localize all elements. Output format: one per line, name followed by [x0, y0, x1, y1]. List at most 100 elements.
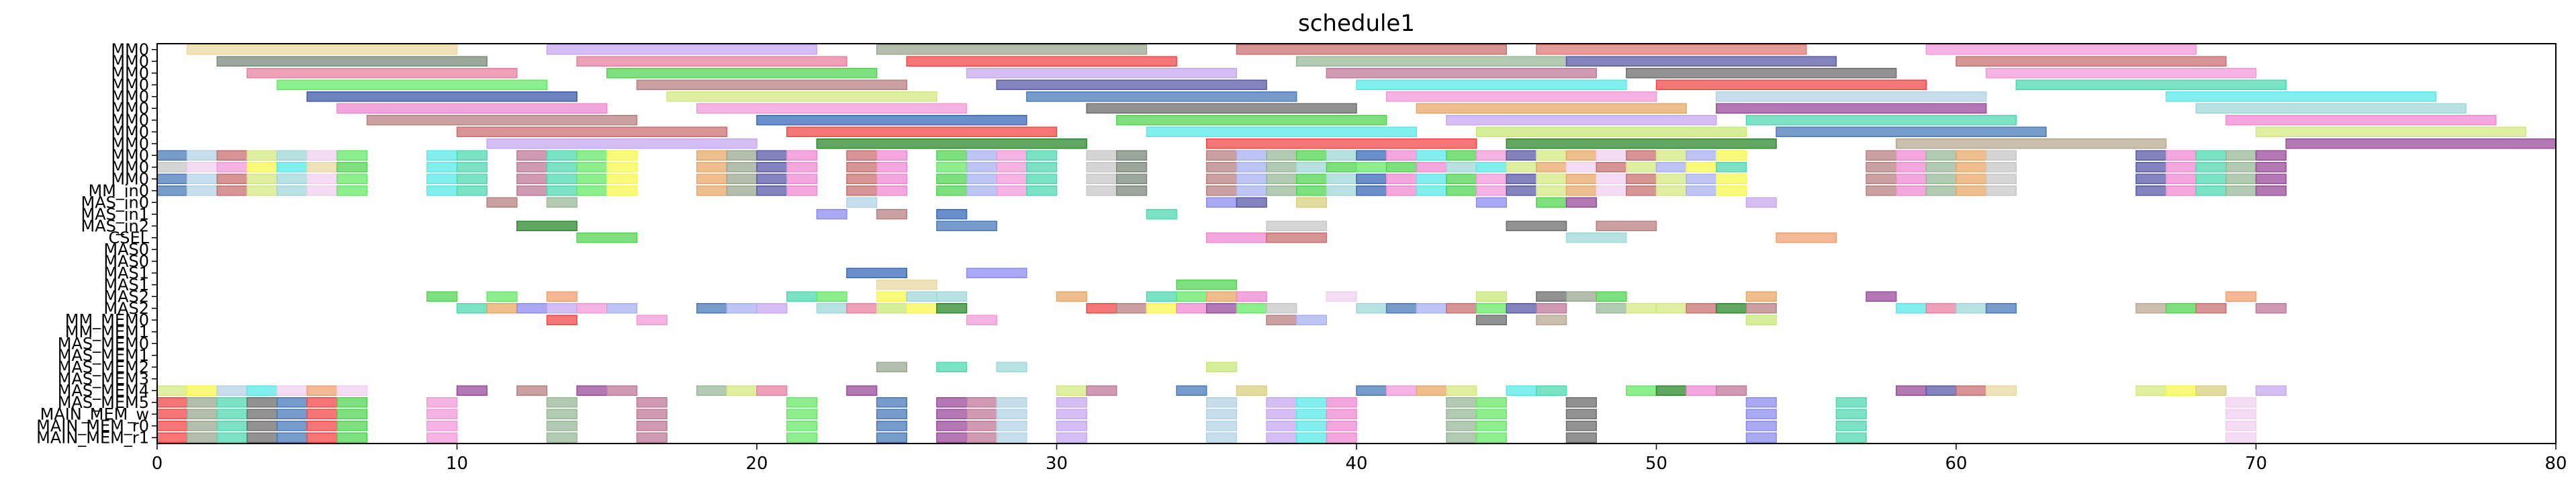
task-bar [1745, 432, 1777, 443]
y-tick-label: MAIN_MEM_w [40, 405, 149, 423]
task-bar [1536, 303, 1567, 314]
task-bar [1266, 409, 1297, 419]
task-bar [1295, 150, 1328, 161]
task-bar [1506, 303, 1537, 314]
task-bar [1295, 397, 1328, 408]
task-bar [276, 432, 308, 443]
task-bar [966, 409, 997, 419]
task-bar [186, 432, 218, 443]
task-bar [156, 150, 188, 161]
task-bar [516, 220, 578, 231]
task-bar [876, 409, 907, 419]
task-bar [1475, 432, 1508, 443]
task-bar [1626, 68, 1897, 79]
task-bar [1866, 150, 1897, 161]
task-bar [1206, 197, 1238, 208]
y-tick-label: MM0 [111, 64, 149, 83]
task-bar [456, 173, 488, 184]
task-bar [876, 432, 907, 443]
task-bar [1086, 303, 1117, 314]
task-bar [336, 185, 368, 196]
task-bar [936, 362, 968, 372]
task-bar [1176, 303, 1207, 314]
task-bar [876, 209, 907, 220]
task-bar [1116, 162, 1148, 173]
task-bar [846, 385, 878, 396]
task-bar [1326, 162, 1357, 173]
task-bar [1026, 173, 1058, 184]
task-bar [1745, 303, 1777, 314]
task-bar [1056, 409, 1087, 419]
task-bar [1686, 385, 1717, 396]
task-bar [876, 303, 907, 314]
task-bar [876, 44, 1148, 55]
task-bar [1506, 385, 1537, 396]
task-bar [1206, 397, 1238, 408]
task-bar [276, 397, 308, 408]
task-bar [1626, 150, 1657, 161]
y-tick-label: MAS_MEM3 [58, 370, 149, 388]
task-bar [1506, 173, 1537, 184]
task-bar [1236, 150, 1267, 161]
task-bar [906, 303, 937, 314]
task-bar [1146, 209, 1177, 220]
task-bar [1385, 91, 1657, 102]
task-bar [1086, 185, 1117, 196]
task-bar [2225, 409, 2257, 419]
task-bar [786, 432, 818, 443]
task-bar [1895, 150, 1927, 161]
task-bar [576, 185, 608, 196]
task-bar [2225, 432, 2257, 443]
task-bar [936, 303, 968, 314]
y-tick-label: MM0 [111, 75, 149, 94]
task-bar [1206, 291, 1238, 302]
task-bar [1925, 303, 1957, 314]
task-bar [636, 421, 668, 431]
task-bar [516, 150, 548, 161]
task-bar [1596, 291, 1627, 302]
task-bar [1206, 173, 1238, 184]
task-bar [1266, 233, 1328, 243]
task-bar [336, 432, 368, 443]
task-bar [876, 162, 907, 173]
task-bar [306, 162, 338, 173]
task-bar [1475, 197, 1508, 208]
task-bar [636, 314, 668, 325]
task-bar [2165, 91, 2437, 102]
task-bar [1626, 173, 1657, 184]
task-bar [696, 103, 968, 114]
task-bar [1686, 185, 1717, 196]
task-bar [726, 173, 757, 184]
task-bar [2255, 150, 2287, 161]
y-tick-label: MM0 [111, 134, 149, 153]
task-bar [186, 409, 218, 419]
x-tick-label: 30 [1046, 454, 1068, 474]
task-bar [216, 432, 248, 443]
y-tick-label: MAS1 [103, 263, 149, 282]
task-bar [1776, 126, 2047, 137]
task-bar [1086, 162, 1117, 173]
task-bar [1895, 385, 1927, 396]
task-bar [1446, 432, 1477, 443]
task-bar [2165, 185, 2197, 196]
y-tick-label: MM_MEM1 [65, 323, 149, 341]
task-bar [1716, 103, 1987, 114]
task-bar [1475, 291, 1508, 302]
task-bar [996, 397, 1027, 408]
task-bar [456, 162, 488, 173]
task-bar [246, 432, 278, 443]
task-bar [216, 162, 248, 173]
task-bar [1266, 162, 1297, 173]
task-bar [876, 280, 937, 290]
task-bar [1416, 303, 1447, 314]
y-tick-label: MM_MEM0 [65, 310, 149, 329]
task-bar [996, 162, 1027, 173]
task-bar [1745, 291, 1777, 302]
task-bar [456, 303, 488, 314]
task-bar [1326, 291, 1357, 302]
task-bar [1206, 233, 1267, 243]
task-bar [1266, 173, 1297, 184]
x-tick-label: 10 [446, 454, 468, 474]
task-bar [1506, 185, 1537, 196]
task-bar [186, 185, 218, 196]
